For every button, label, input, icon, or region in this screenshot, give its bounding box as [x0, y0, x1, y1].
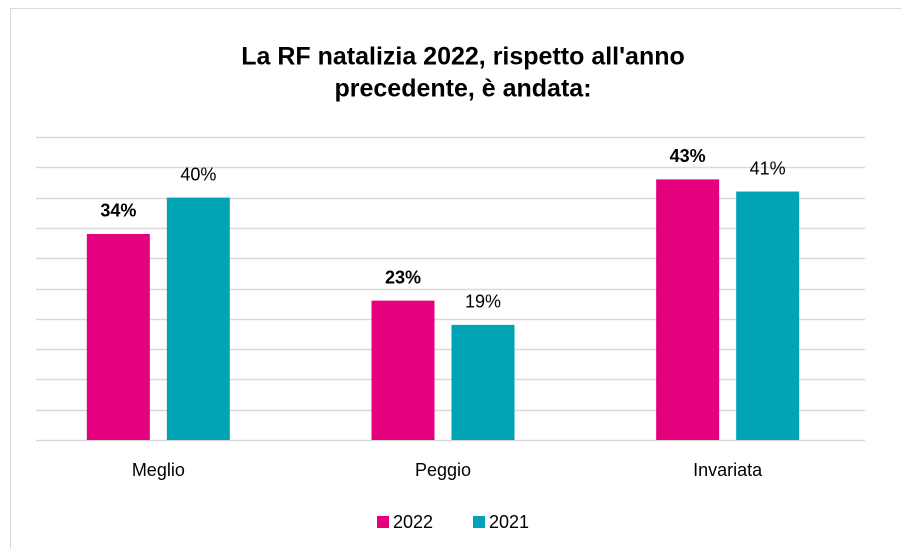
- bar: [86, 233, 150, 440]
- data-label: 19%: [465, 292, 501, 312]
- bar: [371, 300, 435, 440]
- data-label: 34%: [100, 201, 136, 221]
- data-label: 23%: [385, 267, 421, 287]
- bar: [656, 179, 720, 441]
- x-tick-label: Invariata: [693, 460, 763, 480]
- bar: [166, 197, 230, 440]
- legend-swatch: [473, 516, 485, 528]
- legend-label: 2022: [393, 512, 433, 532]
- x-tick-label: Peggio: [415, 460, 471, 480]
- legend-swatch: [377, 516, 389, 528]
- bar: [451, 324, 515, 440]
- data-label: 40%: [180, 164, 216, 184]
- data-label: 41%: [750, 158, 786, 178]
- data-label: 43%: [670, 146, 706, 166]
- legend-label: 2021: [489, 512, 529, 532]
- bar: [736, 191, 800, 440]
- x-tick-label: Meglio: [132, 460, 185, 480]
- chart-title: La RF natalizia 2022, rispetto all'anno: [241, 43, 685, 71]
- chart-title: precedente, è andata:: [334, 75, 591, 103]
